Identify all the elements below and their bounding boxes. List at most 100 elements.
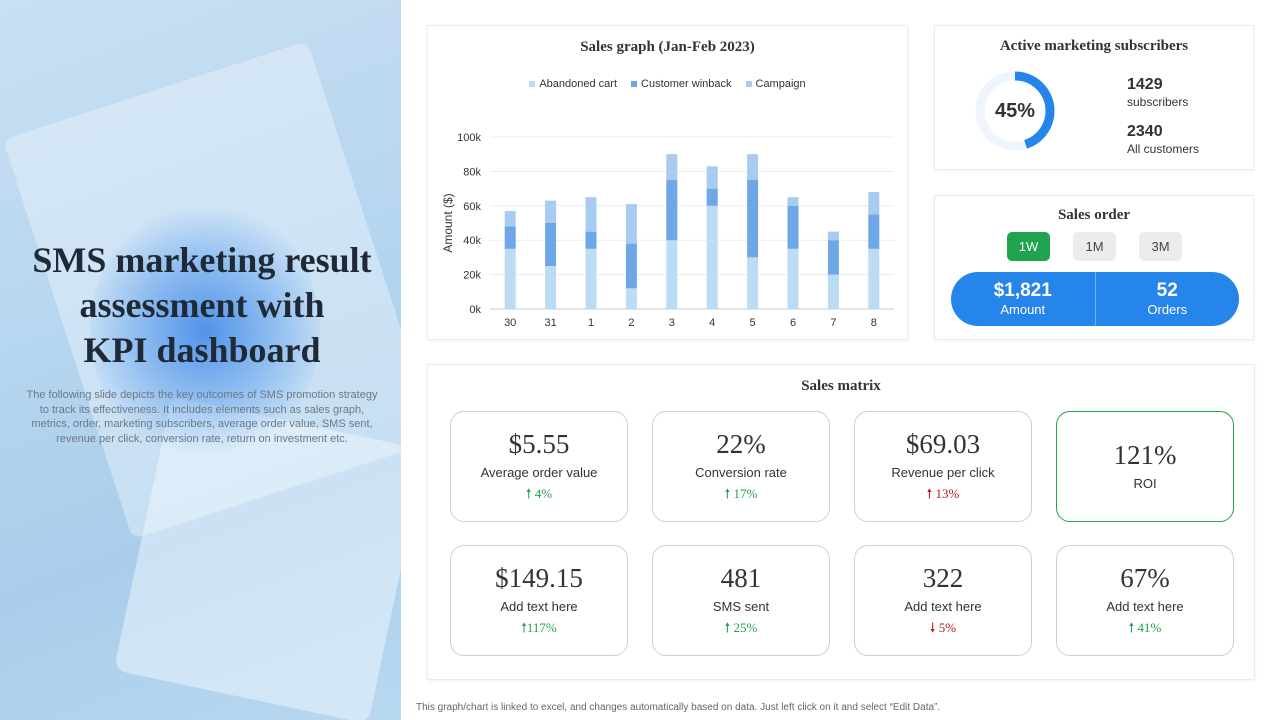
bar-segment [787, 205, 799, 249]
metric-label: Average order value [480, 465, 598, 480]
arrow-up-icon: 🠕 [724, 486, 731, 501]
metric-change-value: 5% [938, 620, 957, 635]
bar-segment [666, 240, 678, 309]
arrow-up-icon: 🠕 [724, 620, 731, 635]
metric-label: Revenue per click [891, 465, 995, 480]
arrow-up-icon: 🠕 [926, 486, 933, 501]
bar-segment [747, 180, 759, 258]
bar-segment [666, 154, 678, 180]
metric-change: 🠗 5% [855, 619, 1031, 641]
metric-label: Conversion rate [695, 465, 787, 480]
metric-change-value: 13% [935, 486, 960, 501]
subscribers-count: 1429 [1127, 76, 1163, 93]
bar-segment [666, 180, 678, 241]
metric-revenue-per-click: $69.03 Revenue per click 🠕 13% [854, 411, 1032, 522]
page-description: The following slide depicts the key outc… [26, 389, 378, 445]
bar-segment [787, 248, 799, 309]
subscribers-title: Active marketing subscribers [999, 38, 1189, 54]
legend-label: Abandoned cart [539, 78, 618, 90]
metric-label: ROI [1133, 476, 1157, 491]
legend-swatch [745, 81, 752, 87]
bar-segment [585, 197, 597, 232]
x-tick-label: 30 [504, 317, 516, 329]
metric-value: 322 [922, 563, 964, 593]
subscribers-percent: 45% [994, 99, 1036, 122]
page-title-line: SMS marketing result [32, 240, 372, 280]
metric-add-text-2: 322 Add text here 🠗 5% [854, 545, 1032, 656]
x-tick-label: 4 [709, 317, 715, 329]
bar-segment [747, 257, 759, 309]
y-tick-label: 80k [463, 166, 481, 178]
tab-1m[interactable]: 1M [1073, 232, 1116, 261]
bar-segment [706, 166, 718, 189]
metric-label: Add text here [500, 599, 578, 614]
metric-value: 121% [1113, 440, 1177, 470]
metric-label: Add text here [904, 599, 982, 614]
donut-fill [975, 71, 1055, 151]
metric-change-value: 4% [534, 486, 553, 501]
x-tick-label: 31 [544, 317, 556, 329]
bar-segment [787, 197, 799, 206]
y-tick-label: 20k [463, 270, 481, 282]
arrow-down-icon: 🠗 [929, 620, 936, 635]
arrow-up-icon: 🠕 [525, 486, 532, 501]
bar-segment [868, 248, 880, 309]
metric-label: Add text here [1106, 599, 1184, 614]
footnote: This graph/chart is linked to excel, and… [416, 702, 941, 713]
y-tick-label: 100k [457, 132, 481, 144]
metric-value: $69.03 [905, 429, 981, 459]
bar-segment [545, 266, 557, 309]
bar-segment [827, 274, 839, 309]
metric-value: 67% [1120, 563, 1170, 593]
metric-change: 🠕 41% [1057, 619, 1233, 641]
bar-segment [868, 192, 880, 215]
metric-value: $149.15 [495, 563, 583, 593]
bar-segment [706, 188, 718, 206]
metric-change: 🠕117% [451, 619, 627, 641]
y-tick-label: 0k [469, 304, 481, 316]
tab-1w[interactable]: 1W [1007, 232, 1050, 261]
bar-segment [625, 288, 637, 309]
metric-average-order-value: $5.55 Average order value 🠕 4% [450, 411, 628, 522]
x-tick-label: 6 [790, 317, 796, 329]
bar-segment [585, 231, 597, 249]
bar-segment [747, 154, 759, 180]
orders-label: Orders [1147, 302, 1188, 317]
metric-add-text-1: $149.15 Add text here 🠕117% [450, 545, 628, 656]
page-title: SMS marketing result assessment with KPI… [10, 238, 394, 373]
metric-change-value: 117% [526, 620, 557, 635]
tab-3m[interactable]: 3M [1139, 232, 1182, 261]
arrow-up-icon: 🠕 [521, 620, 527, 635]
legend-item: Campaign [745, 78, 806, 90]
orders-segment: 52 Orders [1094, 272, 1240, 326]
chart-legend: Abandoned cart Customer winback Campaign [428, 78, 907, 90]
period-tabs: 1W 1M 3M [1007, 232, 1182, 261]
legend-swatch [631, 81, 638, 87]
customers-stat: 2340 All customers [1127, 123, 1199, 156]
order-summary-pill: $1,821 Amount 52 Orders [951, 272, 1239, 326]
metric-label: SMS sent [712, 599, 770, 614]
customers-count: 2340 [1127, 123, 1163, 140]
metric-change: 🠕 4% [451, 485, 627, 507]
metric-roi: 121% ROI [1056, 411, 1234, 522]
metric-add-text-3: 67% Add text here 🠕 41% [1056, 545, 1234, 656]
metric-sms-sent: 481 SMS sent 🠕 25% [652, 545, 830, 656]
metric-value: 22% [716, 429, 766, 459]
background-glow [90, 200, 320, 460]
metric-change: 🠕 17% [653, 485, 829, 507]
bar-segment [827, 231, 839, 241]
legend-item: Customer winback [631, 78, 732, 90]
hero-panel: SMS marketing result assessment with KPI… [0, 0, 401, 720]
bar-segment [868, 214, 880, 249]
legend-item: Abandoned cart [529, 78, 617, 90]
amount-value: $1,821 [993, 280, 1052, 301]
bar-segment [545, 200, 557, 223]
x-tick-label: 3 [669, 317, 675, 329]
y-tick-label: 40k [463, 235, 481, 247]
customers-label: All customers [1127, 142, 1200, 156]
legend-swatch [529, 81, 536, 87]
metric-change-value: 41% [1137, 620, 1162, 635]
bar-segment [625, 243, 637, 289]
bar-segment [706, 205, 718, 309]
sales-graph-title: Sales graph (Jan-Feb 2023) [580, 39, 755, 55]
